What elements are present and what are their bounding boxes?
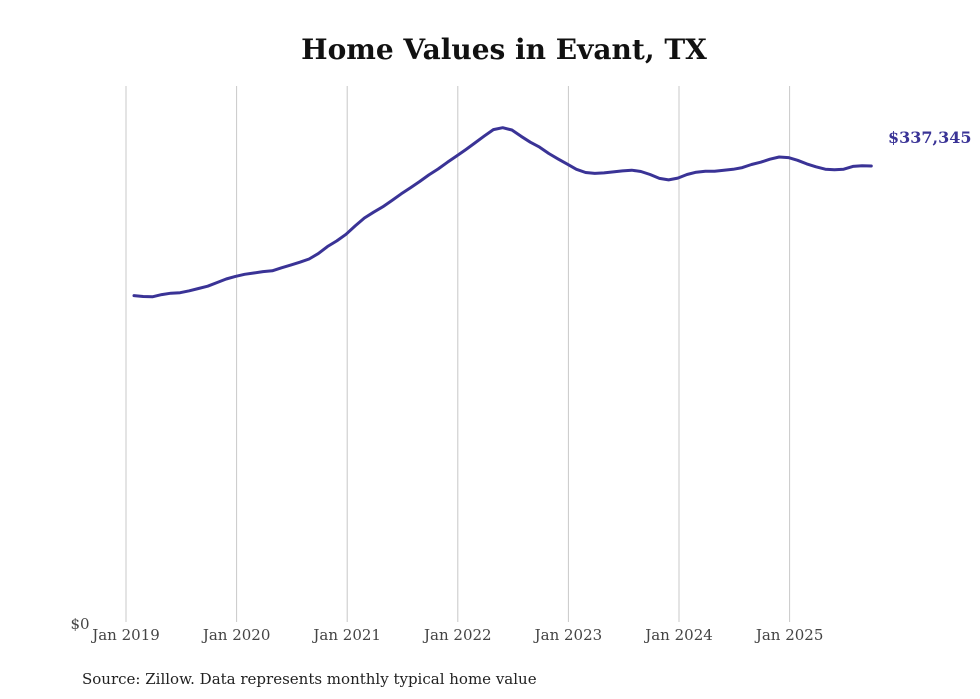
x-tick-label: Jan 2019 [90,626,160,644]
x-tick-label: Jan 2020 [201,626,271,644]
x-tick-label: Jan 2022 [422,626,492,644]
home-value-line [132,126,873,299]
vertical-gridlines [125,86,791,622]
chart-title: Home Values in Evant, TX [301,33,707,66]
latest-value-label: $337,345 [888,128,972,147]
source-note: Source: Zillow. Data represents monthly … [82,670,537,688]
x-tick-label: Jan 2025 [754,626,824,644]
x-tick-label: Jan 2021 [311,626,381,644]
x-tick-label: Jan 2023 [533,626,603,644]
x-tick-label: Jan 2024 [643,626,713,644]
y-tick-label-zero: $0 [70,615,89,633]
x-axis-ticks: Jan 2019 Jan 2020 Jan 2021 Jan 2022 Jan 2023… [90,626,823,644]
